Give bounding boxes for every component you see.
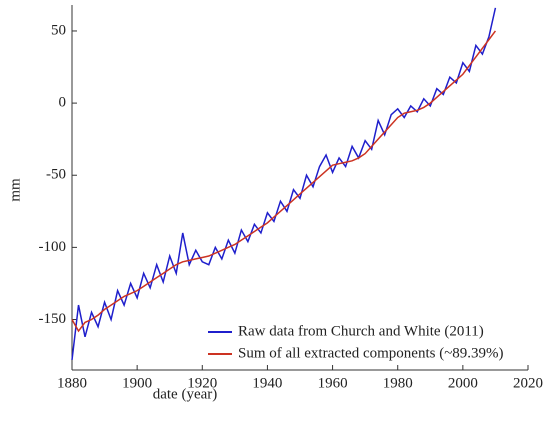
legend-label: Sum of all extracted components (~89.39%…	[238, 345, 504, 361]
legend-label: Raw data from Church and White (2011)	[238, 323, 484, 339]
x-tick-label: 1980	[383, 375, 413, 391]
series-line	[71, 30, 497, 333]
y-tick-label: -50	[46, 167, 66, 183]
x-axis-label: date (year)	[153, 386, 218, 402]
y-tick-label: 0	[59, 95, 67, 111]
x-tick-label: 1960	[318, 375, 348, 391]
series-line	[71, 7, 497, 360]
y-axis-label: mm	[7, 178, 23, 202]
y-tick-label: -100	[39, 239, 67, 255]
x-tick-label: 1880	[57, 375, 87, 391]
y-tick-label: 50	[51, 22, 66, 38]
x-tick-label: 2020	[513, 375, 543, 391]
x-tick-label: 2000	[448, 375, 478, 391]
y-tick-label: -150	[39, 311, 67, 327]
x-tick-label: 1940	[252, 375, 282, 391]
x-tick-label: 1920	[187, 375, 217, 391]
x-tick-label: 1900	[122, 375, 152, 391]
